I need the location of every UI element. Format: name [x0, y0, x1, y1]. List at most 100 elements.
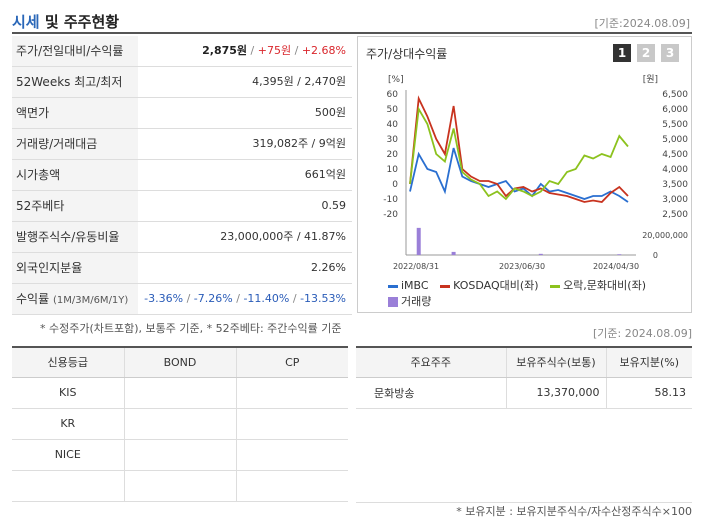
as-of-date: [기준:2024.08.09]: [594, 17, 690, 30]
chart-page-2-button[interactable]: 2: [637, 44, 655, 62]
volume-bar: [416, 227, 421, 255]
major-shareholders-table: 주요주주 보유주식수(보통) 보유지분(%) 문화방송 13,370,000 5…: [356, 346, 692, 503]
table-cell: KIS: [12, 377, 124, 409]
info-value: 500원: [314, 106, 346, 119]
table-header: CP: [235, 346, 348, 378]
left-tick-label: 20: [387, 150, 399, 160]
table-header: 주요주주: [356, 346, 506, 378]
volume-bar: [538, 253, 543, 255]
info-row-beta: 52주베타 0.59: [12, 191, 352, 222]
volume-bar: [617, 254, 622, 255]
table-cell: 58.13: [605, 377, 692, 409]
chart-notes: * 수정주가(차트포함), 보통주 기준, * 52주베타: 주간수익률 기준: [40, 322, 342, 335]
series-line-2: [409, 106, 629, 201]
table-cell: [12, 470, 124, 502]
left-tick-label: 30: [387, 135, 399, 145]
info-row-volume: 거래량/거래대금 319,082주 / 9억원: [12, 129, 352, 160]
info-row-market-cap: 시가총액 661억원: [12, 160, 352, 191]
series-line-1: [409, 95, 629, 203]
chart-legend: iMBC KOSDAQ대비(좌) 오락,문화대비(좌) 거래량: [388, 277, 654, 308]
info-label: 52Weeks 최고/최저: [12, 67, 138, 97]
table-cell: [123, 439, 236, 471]
info-value: 2,875원 / +75원 / +2.68%: [202, 44, 346, 57]
table-row: [356, 408, 692, 503]
right-tick-label: 6,500: [662, 90, 688, 100]
header-divider: [12, 32, 692, 34]
left-tick-label: -10: [383, 195, 398, 205]
info-label: 액면가: [12, 98, 138, 128]
info-label: 외국인지분율: [12, 253, 138, 283]
table-row: KR: [12, 408, 348, 440]
table-row: KIS: [12, 377, 348, 409]
left-tick-label: 60: [387, 90, 399, 100]
right-tick-label: 5,500: [662, 120, 688, 130]
table-cell: [235, 470, 348, 502]
table-cell: [235, 377, 348, 409]
chart-page-1-button[interactable]: 1: [613, 44, 631, 62]
chart-canvas: [%] [원] 60 50 40 30 20 10 0 -10 -20 6,500 6,000 5,500…: [383, 74, 688, 271]
info-value: 0.59: [321, 199, 347, 212]
info-value: 319,082주 / 9억원: [252, 137, 346, 150]
right-tick-label: 2,500: [662, 210, 688, 220]
series-line-0: [409, 147, 629, 203]
info-row-52weeks: 52Weeks 최고/최저 4,395원 / 2,470원: [12, 67, 352, 98]
left-tick-label: 40: [387, 120, 399, 130]
right-tick-label: 5,000: [662, 135, 688, 145]
credit-rating-table: 신용등급 BOND CP KIS KR NICE: [12, 346, 348, 502]
info-label: 52주베타: [12, 191, 138, 221]
x-tick-label: 2024/04/30: [593, 262, 639, 271]
info-row-shares: 발행주식수/유동비율 23,000,000주 / 41.87%: [12, 222, 352, 253]
table-cell: KR: [12, 408, 124, 440]
volume-bar: [451, 251, 456, 255]
table-cell: 문화방송: [356, 377, 506, 409]
price-chart-panel: 주가/상대수익률 1 2 3 [%] [원] 60 50 40 30 20 10 0 -10 -20…: [357, 36, 692, 313]
table-row: NICE: [12, 439, 348, 471]
left-tick-label: 0: [392, 180, 398, 190]
table-cell: [123, 377, 236, 409]
info-label: 거래량/거래대금: [12, 129, 138, 159]
left-tick-label: -20: [383, 210, 398, 220]
info-label: 발행주식수/유동비율: [12, 222, 138, 252]
x-tick-label: 2022/08/31: [393, 262, 439, 271]
legend-item-culture: 오락,문화대비(좌): [550, 277, 646, 293]
right-tick-label: 3,000: [662, 195, 688, 205]
legend-item-kosdaq: KOSDAQ대비(좌): [440, 277, 539, 293]
x-tick-label: 2023/06/30: [499, 262, 545, 271]
table-cell: [123, 408, 236, 440]
info-value: 661억원: [304, 168, 346, 181]
legend-item-volume: 거래량: [388, 293, 431, 309]
table-cell: NICE: [12, 439, 124, 471]
table-header: BOND: [123, 346, 236, 378]
info-row-par-value: 액면가 500원: [12, 98, 352, 129]
info-value: 4,395원 / 2,470원: [252, 75, 346, 88]
info-row-foreign: 외국인지분율 2.26%: [12, 253, 352, 284]
table-cell: [235, 439, 348, 471]
right-tick-label: 6,000: [662, 105, 688, 115]
volume-tick-label: 20,000,000: [642, 231, 688, 240]
right-tick-label: 3,500: [662, 180, 688, 190]
table-row: 문화방송 13,370,000 58.13: [356, 377, 692, 409]
left-axis-unit: [%]: [388, 75, 404, 85]
section-title: 시세 및 주주현황: [12, 13, 120, 31]
left-tick-label: 10: [387, 165, 399, 175]
right-axis-unit: [원]: [643, 74, 658, 85]
chart-page-3-button[interactable]: 3: [661, 44, 679, 62]
holders-footnote: * 보유지분 : 보유지분주식수/자수산정주식수×100: [456, 505, 692, 518]
right-tick-label: 4,500: [662, 150, 688, 160]
table-header: 신용등급: [12, 346, 124, 378]
price-info-table: 주가/전일대비/수익률 2,875원 / +75원 / +2.68% 52Wee…: [12, 36, 352, 315]
table-cell: [123, 470, 236, 502]
table-header: 보유주식수(보통): [505, 346, 606, 378]
left-tick-label: 50: [387, 105, 399, 115]
chart-title: 주가/상대수익률: [366, 47, 448, 61]
info-value: 23,000,000주 / 41.87%: [220, 230, 346, 243]
info-label: 수익률 (1M/3M/6M/1Y): [12, 284, 138, 314]
holders-as-of-date: [기준: 2024.08.09]: [592, 327, 692, 340]
info-label: 주가/전일대비/수익률: [12, 36, 138, 66]
info-label: 시가총액: [12, 160, 138, 190]
table-cell: [235, 408, 348, 440]
info-value: -3.36% / -7.26% / -11.40% / -13.53%: [144, 292, 346, 305]
legend-item-imbc: iMBC: [388, 279, 429, 292]
table-cell: 13,370,000: [505, 377, 606, 409]
table-header: 보유지분(%): [605, 346, 692, 378]
